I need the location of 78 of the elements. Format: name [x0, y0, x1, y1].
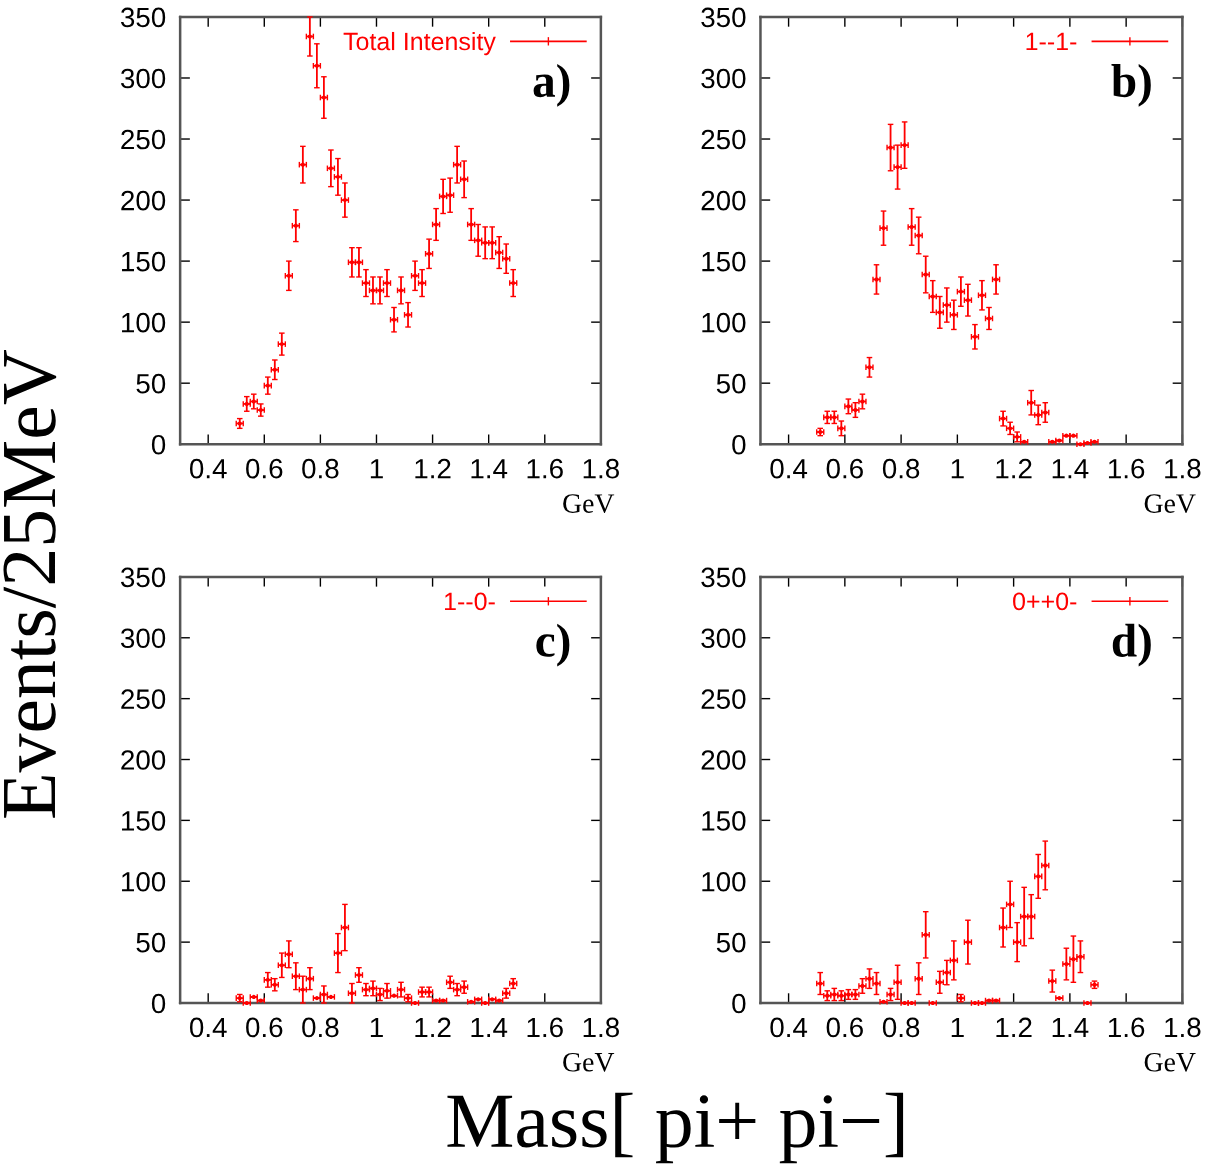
x-axis-title: GeV [563, 494, 615, 514]
y-tick-label: 0 [151, 993, 166, 1014]
y-tick-label: 50 [716, 932, 746, 953]
y-tick-label: 0 [732, 434, 746, 455]
x-tick-label: 1.6 [527, 458, 563, 479]
legend-label: Total Intensity [343, 31, 496, 56]
x-tick-label: 1.4 [1052, 1017, 1089, 1038]
y-tick-label: 100 [122, 312, 166, 333]
annotation: b) [1111, 63, 1151, 107]
y-tick-label: 350 [701, 567, 746, 588]
x-tick-label: 1.2 [996, 458, 1032, 479]
x-tick-label: 1.8 [583, 458, 619, 479]
y-tick-label: 200 [701, 750, 746, 770]
x-axis-title: GeV [563, 1052, 615, 1072]
y-tick-label: 250 [701, 129, 746, 150]
x-tick-label: 1 [951, 459, 964, 479]
y-tick-label: 300 [120, 628, 166, 649]
x-tick-label: 0.4 [770, 1017, 808, 1038]
x-tick-label: 0.6 [826, 458, 863, 479]
y-tick-label: 350 [701, 7, 746, 28]
x-tick-label: 1.6 [1108, 1017, 1145, 1038]
y-tick-label: 300 [120, 68, 166, 89]
y-tick-label: 150 [122, 251, 166, 272]
y-tick-label: 50 [716, 373, 746, 394]
x-axis-title: GeV [1144, 1052, 1196, 1072]
y-tick-label: 150 [702, 811, 746, 831]
y-tick-label: 50 [136, 373, 166, 394]
y-tick-label: 250 [121, 689, 166, 709]
x-tick-label: 0.8 [302, 1017, 339, 1038]
y-tick-label: 0 [151, 434, 166, 455]
x-tick-label: 1.4 [1052, 459, 1089, 479]
x-tick-label: 0.6 [246, 458, 283, 479]
y-tick-label: 50 [136, 932, 166, 953]
y-tick-label: 200 [121, 190, 166, 211]
y-tick-label: 250 [121, 129, 166, 150]
x-tick-label: 0.6 [246, 1017, 283, 1038]
x-tick-label: 1.8 [1165, 1017, 1201, 1038]
y-tick-label: 350 [120, 567, 166, 588]
x-tick-label: 0.6 [826, 1017, 863, 1038]
y-tick-label: 300 [701, 68, 746, 89]
y-tick-label: 150 [702, 251, 746, 272]
y-tick-label: 100 [122, 871, 166, 892]
legend-label: 1--1- [1026, 32, 1077, 51]
x-tick-label: 1.4 [471, 459, 508, 479]
y-tick-label: 300 [701, 628, 746, 649]
y-tick-label: 100 [702, 312, 746, 333]
x-tick-label: 1 [370, 1017, 383, 1038]
y-tick-label: 350 [120, 7, 166, 28]
y-tick-label: 150 [122, 811, 166, 831]
annotation: d) [1112, 623, 1151, 667]
x-tick-label: 1.4 [471, 1017, 508, 1038]
x-tick-label: 0.4 [770, 458, 808, 479]
legend-label: 0++0- [1013, 592, 1077, 611]
text: Mass[ pi+ pi−] [447, 1092, 904, 1164]
x-tick-label: 0.8 [882, 1017, 920, 1038]
y-tick-label: 0 [732, 993, 746, 1014]
x-tick-label: 1.2 [415, 458, 451, 479]
x-tick-label: 1.2 [996, 1017, 1032, 1038]
y-tick-label: 250 [701, 689, 746, 709]
x-tick-label: 0.4 [189, 1017, 227, 1038]
x-tick-label: 1.8 [1165, 458, 1201, 479]
y-tick-label: 100 [702, 871, 746, 892]
y-tick-label: 200 [701, 190, 746, 211]
annotation: a) [533, 63, 570, 107]
x-axis-title: GeV [1144, 494, 1196, 514]
x-tick-label: 1.2 [415, 1017, 451, 1038]
x-tick-label: 0.8 [302, 458, 339, 479]
legend-label: 1--0- [445, 592, 495, 611]
x-tick-label: 1 [370, 459, 383, 479]
y-axis-title: Events/25MeV [3, 349, 57, 818]
x-tick-label: 1.8 [583, 1017, 619, 1038]
x-tick-label: 0.8 [882, 458, 920, 479]
x-tick-label: 0.4 [189, 458, 227, 479]
x-tick-label: 1 [951, 1017, 964, 1038]
y-tick-label: 200 [121, 750, 166, 770]
x-tick-label: 1.6 [527, 1017, 563, 1038]
annotation: c) [536, 623, 570, 667]
x-tick-label: 1.6 [1108, 458, 1145, 479]
